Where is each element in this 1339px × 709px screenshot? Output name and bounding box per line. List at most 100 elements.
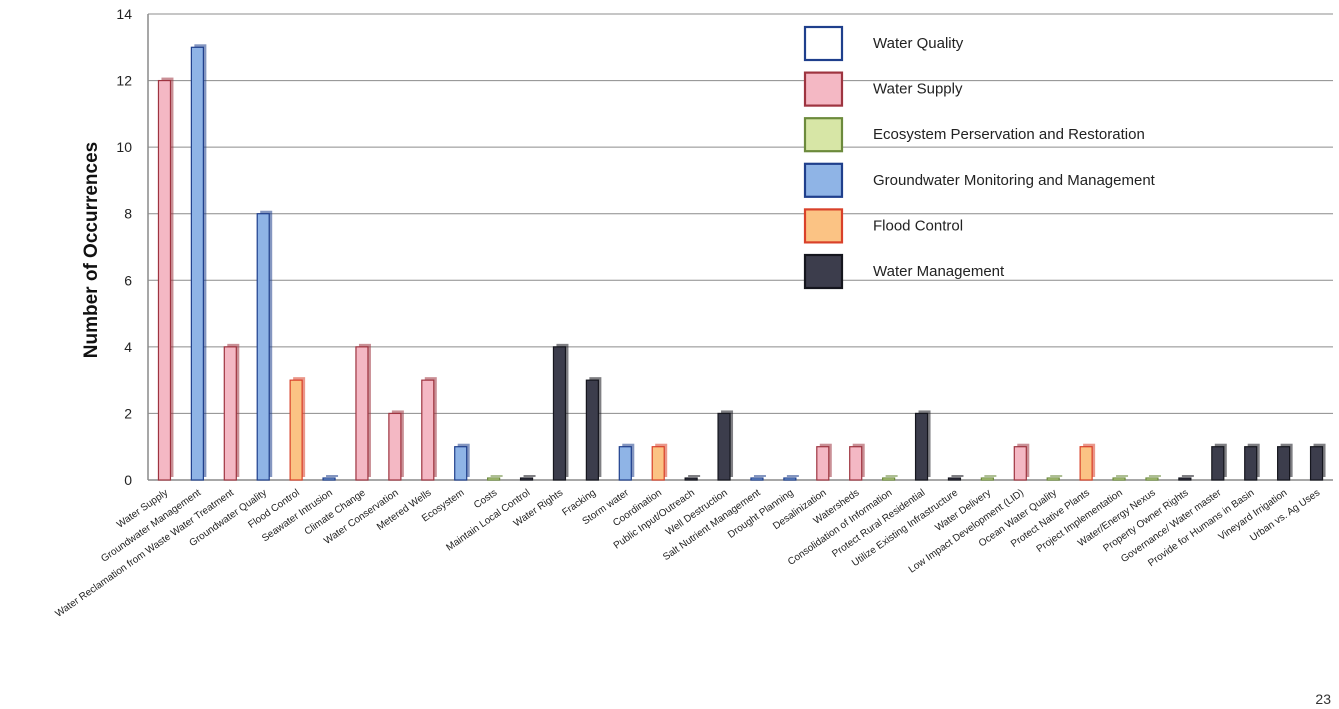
bar-face bbox=[355, 346, 369, 481]
bar bbox=[783, 475, 799, 481]
y-tick-label: 2 bbox=[124, 405, 132, 421]
bar bbox=[1112, 475, 1129, 481]
y-tick-label: 8 bbox=[124, 206, 132, 222]
bar-shadow bbox=[984, 475, 997, 477]
bar bbox=[1145, 475, 1161, 481]
y-tick-label: 6 bbox=[124, 272, 132, 288]
axes bbox=[147, 14, 1333, 481]
bar-face bbox=[980, 477, 994, 481]
bar-shadow bbox=[326, 475, 339, 477]
bar bbox=[1211, 443, 1227, 481]
bar-shadow bbox=[1181, 475, 1194, 477]
bar bbox=[1046, 475, 1063, 481]
bar bbox=[223, 343, 240, 481]
bar-face bbox=[1211, 446, 1225, 481]
bar-face bbox=[552, 346, 567, 481]
y-tick-labels: 0 2 4 6 8 10 12 14 bbox=[116, 6, 132, 488]
bar bbox=[190, 44, 207, 481]
bar-face bbox=[157, 79, 172, 481]
bar bbox=[1079, 443, 1096, 481]
bar bbox=[1309, 443, 1326, 481]
bar-face bbox=[947, 477, 962, 481]
page-number: 23 bbox=[1315, 691, 1331, 707]
bar-face bbox=[882, 477, 896, 481]
bar-face bbox=[750, 477, 764, 481]
legend-label: Water Management bbox=[873, 263, 1005, 280]
bar bbox=[388, 410, 404, 481]
bar bbox=[1277, 443, 1293, 481]
bar bbox=[684, 475, 701, 481]
y-tick-label: 4 bbox=[124, 339, 132, 355]
bar bbox=[552, 343, 569, 481]
legend-swatch bbox=[803, 162, 844, 198]
bar bbox=[914, 410, 931, 481]
bar-face bbox=[684, 477, 698, 481]
bar-face bbox=[1013, 446, 1027, 481]
y-tick-label: 0 bbox=[124, 472, 132, 488]
x-tick-label: Costs bbox=[472, 487, 499, 511]
bar bbox=[947, 475, 964, 481]
legend-label: Ecosystem Perservation and Restoration bbox=[873, 126, 1145, 143]
bar bbox=[585, 377, 602, 481]
legend-label: Flood Control bbox=[873, 217, 963, 234]
bar-face bbox=[190, 46, 204, 481]
bar-face bbox=[487, 477, 501, 481]
bar bbox=[651, 443, 668, 481]
bar-face bbox=[322, 477, 336, 481]
bar-shadow bbox=[490, 475, 503, 477]
bar bbox=[816, 443, 832, 481]
bar-face bbox=[1309, 446, 1324, 481]
bar-shadow bbox=[1050, 475, 1063, 477]
bar-face bbox=[1112, 477, 1126, 481]
bar bbox=[421, 377, 437, 481]
y-tick-label: 10 bbox=[116, 139, 132, 155]
bar bbox=[454, 443, 470, 481]
legend-label: Water Supply bbox=[873, 81, 963, 98]
legend-item: Water Management bbox=[803, 253, 1005, 290]
legend-item: Ecosystem Perservation and Restoration bbox=[803, 117, 1145, 153]
bar bbox=[1178, 475, 1194, 481]
bar-shadow bbox=[1116, 475, 1129, 477]
bar bbox=[882, 475, 898, 481]
bar bbox=[1013, 443, 1030, 481]
bar-face bbox=[849, 446, 863, 481]
legend-item: Groundwater Monitoring and Management bbox=[803, 162, 1156, 198]
y-tick-label: 12 bbox=[116, 73, 132, 89]
legend-swatch bbox=[803, 208, 844, 244]
bar-shadow bbox=[885, 475, 898, 477]
bar bbox=[256, 210, 273, 481]
bar bbox=[289, 377, 306, 481]
bar-face bbox=[1079, 446, 1093, 481]
bar-face bbox=[223, 346, 237, 481]
bar-face bbox=[1277, 446, 1291, 481]
legend-item: Water Quality bbox=[803, 25, 964, 62]
legend-swatch bbox=[803, 117, 844, 153]
bar-face bbox=[914, 412, 929, 481]
bar-face bbox=[1145, 477, 1159, 481]
bar bbox=[750, 475, 766, 481]
bar-face bbox=[1244, 446, 1258, 481]
bars bbox=[157, 44, 1326, 481]
bar-shadow bbox=[951, 475, 964, 477]
bar bbox=[355, 343, 371, 481]
bar bbox=[157, 77, 174, 481]
bar-face bbox=[454, 446, 468, 481]
y-tick-label: 14 bbox=[116, 6, 132, 22]
bar-face bbox=[421, 379, 435, 481]
bar-shadow bbox=[786, 475, 799, 477]
bar-face bbox=[816, 446, 830, 481]
bar-face bbox=[783, 477, 797, 481]
bar-face bbox=[717, 412, 731, 481]
bar-face bbox=[1046, 477, 1060, 481]
bar-face bbox=[519, 477, 534, 481]
bar-face bbox=[651, 446, 665, 481]
legend-label: Water Quality bbox=[873, 35, 964, 52]
bar-shadow bbox=[688, 475, 701, 477]
legend: Water Quality Water Supply Ecosystem Perse… bbox=[803, 25, 1156, 290]
bar-shadow bbox=[1148, 475, 1161, 477]
bar bbox=[519, 475, 536, 481]
legend-item: Water Supply bbox=[803, 71, 963, 107]
legend-label: Groundwater Monitoring and Management bbox=[873, 172, 1156, 189]
